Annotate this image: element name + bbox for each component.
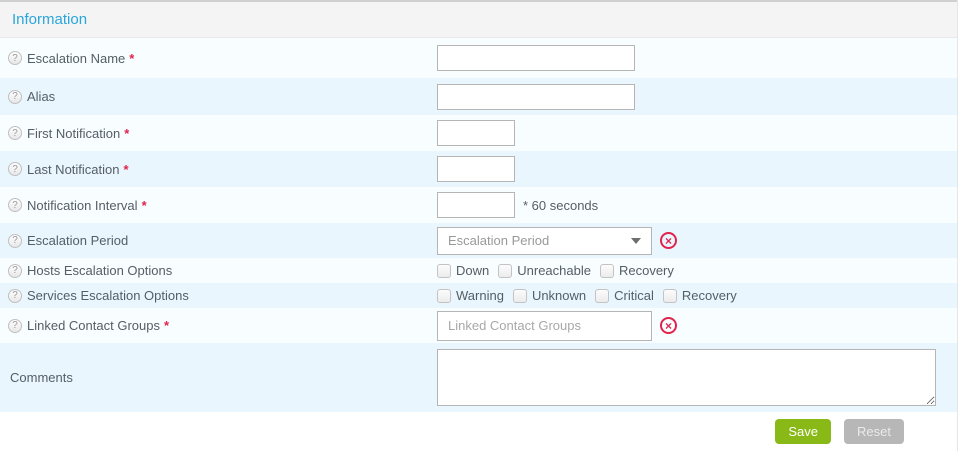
help-icon[interactable]: ? — [8, 233, 22, 248]
label-cell: Comments — [0, 370, 437, 385]
value-cell: * 60 seconds — [437, 192, 598, 218]
help-icon[interactable]: ? — [8, 89, 22, 104]
form-row-services-escalation-options: ? Services Escalation Options Warning Un… — [0, 283, 957, 308]
label-cell: ? Alias — [0, 89, 437, 104]
hosts-options-group: Down Unreachable Recovery — [437, 263, 683, 278]
value-cell — [437, 45, 635, 71]
help-icon[interactable]: ? — [8, 51, 22, 65]
help-icon[interactable]: ? — [8, 318, 22, 333]
label-cell: ? Hosts Escalation Options — [0, 263, 437, 278]
field-label: Services Escalation Options — [27, 288, 189, 303]
label-cell: ? Escalation Name * — [0, 51, 437, 66]
field-label: Linked Contact Groups — [27, 318, 160, 333]
required-star: * — [123, 161, 129, 177]
label-cell: ? Last Notification * — [0, 162, 437, 177]
clear-icon[interactable]: × — [660, 317, 677, 334]
value-cell — [437, 156, 515, 182]
checkbox-recovery-services[interactable]: Recovery — [662, 288, 737, 303]
help-icon[interactable]: ? — [8, 288, 22, 303]
field-label: Escalation Name — [27, 50, 126, 66]
first-notification-input[interactable] — [437, 120, 515, 146]
down-checkbox[interactable] — [437, 263, 451, 278]
form-row-comments: Comments — [0, 343, 957, 412]
section-title: Information — [12, 11, 88, 28]
reset-button[interactable]: Reset — [844, 419, 904, 444]
checkbox-recovery-hosts[interactable]: Recovery — [599, 263, 674, 278]
interval-unit-note: * 60 seconds — [523, 197, 599, 213]
field-label: First Notification — [27, 125, 121, 141]
notification-interval-input[interactable] — [437, 192, 515, 218]
recovery-services-checkbox[interactable] — [662, 288, 677, 303]
required-star: * — [124, 125, 130, 141]
services-options-group: Warning Unknown Critical Recovery — [437, 288, 746, 303]
field-label: Notification Interval — [27, 197, 138, 213]
chevron-down-icon — [631, 237, 641, 244]
required-star: * — [141, 197, 147, 213]
label-cell: ? Escalation Period — [0, 233, 437, 248]
last-notification-input[interactable] — [437, 156, 515, 182]
label-cell: ? Notification Interval * — [0, 198, 437, 213]
required-star: * — [129, 50, 135, 66]
escalation-period-select[interactable]: Escalation Period — [437, 226, 652, 255]
form-row-notification-interval: ? Notification Interval * * 60 seconds — [0, 187, 957, 223]
field-label: Last Notification — [27, 161, 120, 177]
checkbox-down[interactable]: Down — [437, 263, 489, 278]
critical-checkbox[interactable] — [595, 288, 610, 303]
label-cell: ? Linked Contact Groups * — [0, 318, 437, 333]
checkbox-warning[interactable]: Warning — [437, 288, 504, 303]
form-row-hosts-escalation-options: ? Hosts Escalation Options Down Unreacha… — [0, 258, 957, 283]
value-cell: × — [437, 310, 677, 341]
value-cell — [437, 349, 936, 406]
recovery-hosts-checkbox[interactable] — [599, 263, 614, 278]
clear-icon[interactable]: × — [660, 232, 677, 249]
field-label: Alias — [27, 89, 56, 104]
required-star: * — [163, 318, 170, 333]
select-placeholder: Escalation Period — [448, 233, 550, 248]
form-row-last-notification: ? Last Notification * — [0, 151, 957, 187]
comments-textarea[interactable] — [437, 349, 936, 406]
form-row-escalation-period: ? Escalation Period Escalation Period × — [0, 223, 957, 258]
field-label: Comments — [10, 370, 73, 385]
field-label: Escalation Period — [27, 233, 129, 248]
checkbox-critical[interactable]: Critical — [595, 288, 654, 303]
section-header: Information — [0, 0, 957, 38]
checkbox-unknown[interactable]: Unknown — [512, 288, 586, 303]
checkbox-unreachable[interactable]: Unreachable — [498, 263, 591, 278]
value-cell — [437, 120, 515, 146]
label-cell: ? First Notification * — [0, 126, 437, 141]
field-label: Hosts Escalation Options — [27, 263, 173, 278]
value-cell — [437, 83, 635, 110]
form-row-first-notification: ? First Notification * — [0, 115, 957, 151]
save-button[interactable]: Save — [775, 419, 832, 444]
value-cell: Escalation Period × — [437, 226, 677, 255]
unknown-checkbox[interactable] — [512, 288, 527, 303]
footer-bar: Save Reset — [0, 412, 957, 451]
label-cell: ? Services Escalation Options — [0, 288, 437, 303]
linked-contact-groups-input[interactable] — [437, 310, 652, 341]
form-row-alias: ? Alias — [0, 78, 957, 115]
help-icon[interactable]: ? — [8, 162, 22, 176]
alias-input[interactable] — [437, 83, 635, 110]
escalation-name-input[interactable] — [437, 45, 635, 71]
warning-checkbox[interactable] — [437, 288, 451, 303]
form-row-escalation-name: ? Escalation Name * — [0, 38, 957, 78]
help-icon[interactable]: ? — [8, 198, 22, 212]
help-icon[interactable]: ? — [8, 126, 22, 140]
unreachable-checkbox[interactable] — [498, 263, 513, 278]
help-icon[interactable]: ? — [8, 263, 22, 278]
form-row-linked-contact-groups: ? Linked Contact Groups * × — [0, 308, 957, 343]
